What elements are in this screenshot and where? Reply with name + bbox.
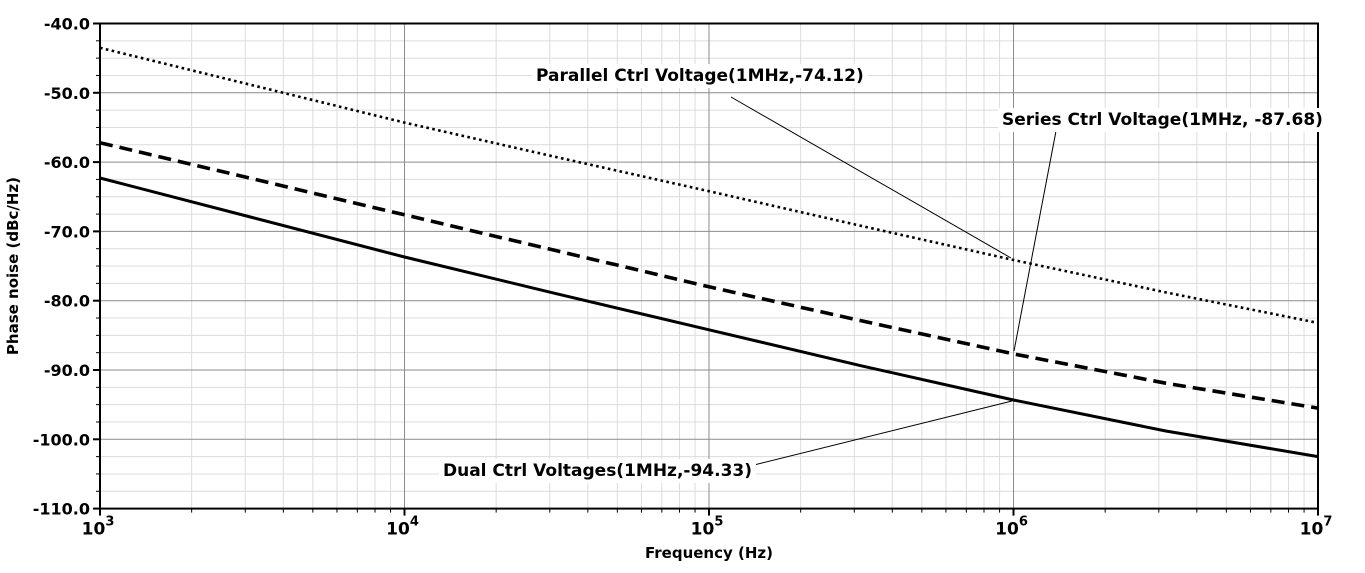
- annotation-label: Parallel Ctrl Voltage(1MHz,-74.12): [536, 66, 864, 86]
- x-tick-label: 106: [995, 515, 1028, 540]
- annotation-leader-line: [745, 400, 1013, 468]
- x-tick-mantissa: 10: [1300, 520, 1324, 540]
- y-tick-label: -40.0: [44, 15, 90, 34]
- y-tick-label: -80.0: [44, 292, 90, 311]
- y-tick-label: -100.0: [33, 430, 90, 449]
- curve-series-ctrl-voltage: [99, 140, 1319, 410]
- x-axis-title: Frequency (Hz): [645, 544, 773, 562]
- x-tick-exponent: 4: [410, 515, 419, 530]
- x-tick-label: 105: [691, 515, 724, 540]
- x-tick-exponent: 6: [1019, 515, 1028, 530]
- annotation-leader-line: [1013, 130, 1057, 352]
- y-tick-label: -50.0: [44, 84, 90, 103]
- y-tick-label: -90.0: [44, 361, 90, 380]
- x-tick-label: 104: [386, 515, 419, 540]
- x-tick-label: 107: [1300, 515, 1333, 540]
- annotation: Parallel Ctrl Voltage(1MHz,-74.12): [532, 64, 868, 88]
- x-tick-mantissa: 10: [386, 520, 410, 540]
- x-tick-exponent: 5: [714, 515, 723, 530]
- x-tick-mantissa: 10: [691, 520, 715, 540]
- x-tick-mantissa: 10: [82, 520, 106, 540]
- annotation-leader-line: [730, 96, 1012, 259]
- x-tick-exponent: 7: [1323, 515, 1332, 530]
- y-tick-label: -70.0: [44, 222, 90, 241]
- axis-ticks: [93, 22, 1319, 516]
- y-axis-title: Phase noise (dBc/Hz): [4, 177, 22, 355]
- x-tick-exponent: 3: [105, 515, 114, 530]
- annotation: Dual Ctrl Voltages(1MHz,-94.33): [439, 459, 757, 483]
- annotation-label-background: [532, 64, 868, 88]
- annotation-label-background: [998, 108, 1327, 132]
- annotation-label: Dual Ctrl Voltages(1MHz,-94.33): [443, 461, 752, 481]
- curve-parallel-ctrl-voltage: [99, 46, 1319, 325]
- annotation-label-background: [439, 459, 757, 483]
- y-tick-label: -60.0: [44, 153, 90, 172]
- x-tick-label: 103: [82, 515, 115, 540]
- curve-dual-ctrl-voltages: [99, 176, 1319, 459]
- annotation: Series Ctrl Voltage(1MHz, -87.68): [998, 108, 1327, 132]
- y-tick-label: -110.0: [33, 500, 90, 519]
- annotation-label: Series Ctrl Voltage(1MHz, -87.68): [1002, 110, 1323, 130]
- x-tick-mantissa: 10: [995, 520, 1019, 540]
